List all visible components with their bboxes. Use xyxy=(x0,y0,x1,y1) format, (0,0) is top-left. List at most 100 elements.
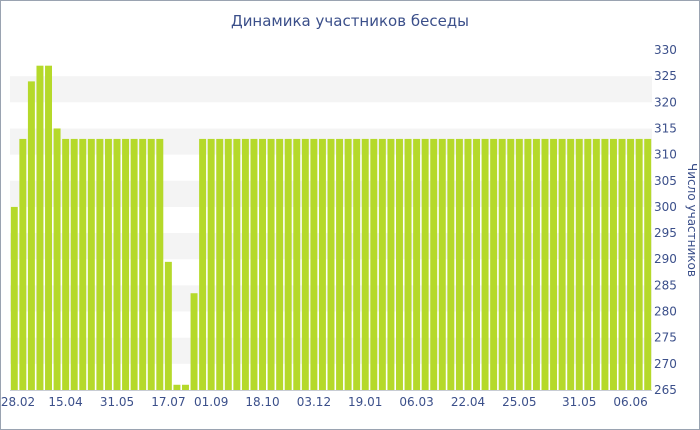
bar[interactable] xyxy=(438,138,446,390)
y-tick-labels: 265 270 275 280 285 290 295 300 305 310 315 320 325 3… xyxy=(654,43,677,397)
bar[interactable] xyxy=(507,138,515,390)
bar[interactable] xyxy=(515,138,523,390)
bar[interactable] xyxy=(344,138,352,390)
y-tick-label: 290 xyxy=(654,252,677,266)
bar[interactable] xyxy=(259,138,266,390)
bar[interactable] xyxy=(284,138,292,390)
bar[interactable] xyxy=(224,138,232,390)
y-tick-label: 280 xyxy=(654,305,677,319)
y-tick-label: 300 xyxy=(654,200,677,214)
bar[interactable] xyxy=(327,138,335,390)
bar[interactable] xyxy=(387,138,395,390)
bar[interactable] xyxy=(601,138,609,390)
bar[interactable] xyxy=(413,138,421,390)
bar[interactable] xyxy=(473,138,480,390)
bar[interactable] xyxy=(567,138,575,390)
bar[interactable] xyxy=(293,138,301,390)
bar[interactable] xyxy=(19,138,27,390)
bar[interactable] xyxy=(455,138,463,390)
bar[interactable] xyxy=(336,138,344,390)
bar[interactable] xyxy=(250,138,258,390)
bar[interactable] xyxy=(233,138,241,390)
bar[interactable] xyxy=(361,138,369,390)
bar[interactable] xyxy=(490,138,498,390)
bar[interactable] xyxy=(122,138,130,390)
bar[interactable] xyxy=(147,138,155,390)
bar[interactable] xyxy=(421,138,429,390)
bar[interactable] xyxy=(156,138,164,390)
bar[interactable] xyxy=(310,138,318,390)
bar[interactable] xyxy=(524,138,532,390)
bar[interactable] xyxy=(53,128,61,390)
x-tick-label: 18.10 xyxy=(245,395,279,409)
bar[interactable] xyxy=(190,293,198,390)
bar[interactable] xyxy=(558,138,566,390)
bar[interactable] xyxy=(216,138,224,390)
y-tick-label: 295 xyxy=(654,226,677,240)
bar[interactable] xyxy=(241,138,249,390)
bar[interactable] xyxy=(610,138,617,390)
bar[interactable] xyxy=(62,138,70,390)
y-tick-label: 320 xyxy=(654,95,677,109)
bar[interactable] xyxy=(498,138,506,390)
bar[interactable] xyxy=(481,138,489,390)
x-tick-label: 22.04 xyxy=(451,395,485,409)
y-tick-label: 305 xyxy=(654,174,677,188)
bar[interactable] xyxy=(404,138,412,390)
x-tick-label: 31.05 xyxy=(562,395,596,409)
bar[interactable] xyxy=(592,138,600,390)
bar[interactable] xyxy=(575,138,583,390)
bar[interactable] xyxy=(199,138,207,390)
bar[interactable] xyxy=(87,138,95,390)
bar[interactable] xyxy=(635,138,643,390)
x-tick-label: 25.05 xyxy=(502,395,536,409)
x-tick-labels: 28.02 15.04 31.05 17.07 01.09 18.10 03.12 19.01… xyxy=(1,395,648,409)
x-tick-label: 19.01 xyxy=(348,395,382,409)
x-tick-label: 03.12 xyxy=(297,395,331,409)
bar[interactable] xyxy=(164,261,172,390)
bar[interactable] xyxy=(618,138,626,390)
bar[interactable] xyxy=(207,138,215,390)
y-tick-label: 325 xyxy=(654,69,677,83)
bar[interactable] xyxy=(396,138,403,390)
bar[interactable] xyxy=(96,138,104,390)
x-tick-label: 06.03 xyxy=(399,395,433,409)
bar[interactable] xyxy=(464,138,472,390)
bar[interactable] xyxy=(370,138,378,390)
x-tick-label: 15.04 xyxy=(48,395,82,409)
bar[interactable] xyxy=(584,138,592,390)
bar[interactable] xyxy=(318,138,326,390)
y-tick-label: 285 xyxy=(654,278,677,292)
bar[interactable] xyxy=(182,384,189,390)
bar[interactable] xyxy=(173,384,181,390)
bar[interactable] xyxy=(430,138,438,390)
bar[interactable] xyxy=(36,65,44,390)
bar[interactable] xyxy=(45,65,52,390)
bar[interactable] xyxy=(139,138,147,390)
bar[interactable] xyxy=(267,138,275,390)
bar[interactable] xyxy=(378,138,386,390)
bar[interactable] xyxy=(644,138,652,390)
bar[interactable] xyxy=(113,138,121,390)
bar[interactable] xyxy=(130,138,138,390)
bar[interactable] xyxy=(447,138,455,390)
bar[interactable] xyxy=(276,138,284,390)
bar[interactable] xyxy=(104,138,112,390)
grid-band xyxy=(10,76,652,103)
bar[interactable] xyxy=(79,138,87,390)
bar[interactable] xyxy=(27,81,35,390)
bar[interactable] xyxy=(70,138,78,390)
bar[interactable] xyxy=(353,138,361,390)
bar[interactable] xyxy=(541,138,549,390)
bar[interactable] xyxy=(301,138,309,390)
x-tick-label: 28.02 xyxy=(1,395,35,409)
x-tick-label: 01.09 xyxy=(194,395,228,409)
x-tick-label: 31.05 xyxy=(100,395,134,409)
chart-title: Динамика участников беседы xyxy=(230,12,470,30)
bar[interactable] xyxy=(532,138,540,390)
bar[interactable] xyxy=(550,138,558,390)
y-axis-label: Число участников xyxy=(685,163,699,277)
y-tick-label: 330 xyxy=(654,43,677,57)
bar[interactable] xyxy=(10,206,18,390)
bar[interactable] xyxy=(627,138,635,390)
